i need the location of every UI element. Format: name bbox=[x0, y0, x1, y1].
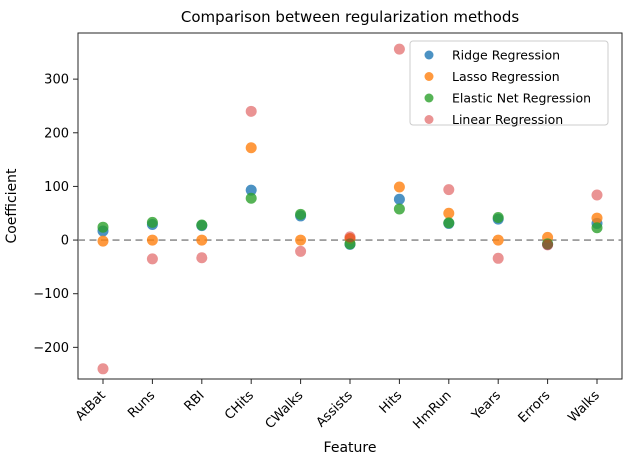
data-point bbox=[591, 189, 603, 201]
x-tick-label: RBI bbox=[182, 388, 208, 414]
data-point bbox=[393, 193, 405, 205]
legend-item-label: Elastic Net Regression bbox=[452, 91, 591, 106]
legend-marker bbox=[424, 93, 434, 103]
data-point bbox=[97, 235, 109, 247]
data-point bbox=[146, 253, 158, 265]
legend-item-label: Lasso Regression bbox=[452, 69, 560, 84]
data-point bbox=[146, 216, 158, 228]
x-tick-label: Hits bbox=[377, 388, 406, 417]
data-point bbox=[295, 234, 307, 246]
x-tick-label: HmRun bbox=[411, 388, 455, 432]
data-point bbox=[492, 252, 504, 264]
data-point bbox=[245, 105, 257, 117]
y-tick-label: 300 bbox=[44, 73, 69, 88]
data-point bbox=[591, 212, 603, 224]
x-tick-label: Years bbox=[468, 388, 504, 424]
x-tick-label: Walks bbox=[565, 388, 603, 426]
x-tick-label: CWalks bbox=[263, 388, 307, 432]
x-axis-label: Feature bbox=[324, 440, 377, 456]
data-point bbox=[393, 43, 405, 55]
data-point bbox=[196, 219, 208, 231]
data-point bbox=[245, 184, 257, 196]
data-point bbox=[492, 234, 504, 246]
data-point bbox=[344, 231, 356, 243]
x-tick-label: Runs bbox=[125, 388, 158, 421]
y-axis-label: Coefficient bbox=[4, 168, 20, 244]
data-point bbox=[443, 184, 455, 196]
legend-box bbox=[409, 40, 609, 126]
legend-marker bbox=[424, 72, 434, 81]
data-point bbox=[393, 203, 405, 215]
data-point bbox=[443, 217, 455, 229]
data-point bbox=[295, 245, 307, 257]
x-tick-label: Assists bbox=[314, 388, 356, 430]
data-point bbox=[492, 212, 504, 224]
y-tick-label: −100 bbox=[33, 287, 69, 302]
y-tick-label: 100 bbox=[44, 180, 69, 195]
data-point bbox=[542, 239, 554, 251]
data-point bbox=[443, 207, 455, 219]
chart-title: Comparison between regularization method… bbox=[180, 8, 520, 26]
legend-marker bbox=[424, 50, 434, 60]
y-tick-label: 200 bbox=[44, 126, 69, 141]
x-tick-label: AtBat bbox=[73, 388, 109, 424]
legend-item-label: Ridge Regression bbox=[452, 48, 560, 63]
data-point bbox=[591, 222, 603, 234]
y-tick-label: 0 bbox=[61, 234, 69, 249]
data-point bbox=[245, 192, 257, 204]
y-tick-label: −200 bbox=[33, 341, 69, 356]
data-point bbox=[97, 363, 109, 375]
data-point bbox=[146, 234, 158, 246]
data-point bbox=[393, 181, 405, 193]
legend-marker bbox=[424, 115, 434, 124]
x-tick-label: Errors bbox=[516, 388, 554, 426]
x-tick-label: CHits bbox=[222, 388, 257, 423]
data-point bbox=[97, 221, 109, 233]
data-point bbox=[196, 234, 208, 246]
data-point bbox=[245, 142, 257, 154]
data-point bbox=[295, 208, 307, 220]
data-point bbox=[196, 252, 208, 264]
legend-item-label: Linear Regression bbox=[452, 112, 563, 127]
